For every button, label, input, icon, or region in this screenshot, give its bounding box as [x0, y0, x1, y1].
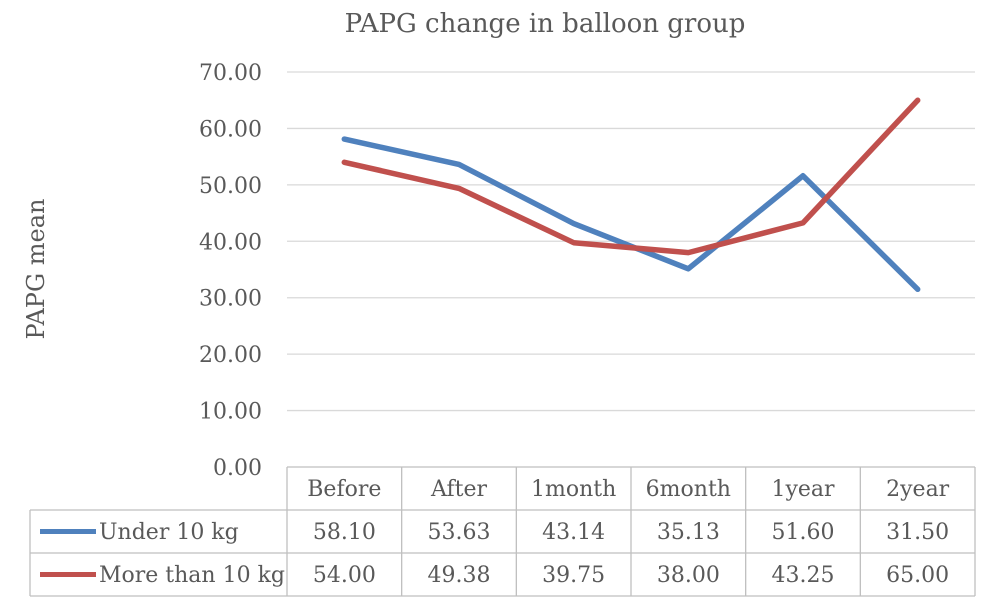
x-tick-label: 2year [886, 477, 950, 502]
data-label: 31.50 [886, 520, 949, 545]
legend-label: More than 10 kg [99, 563, 285, 588]
data-label: 39.75 [542, 563, 605, 588]
data-label: 43.25 [772, 563, 835, 588]
y-tick-label: 60.00 [199, 117, 262, 142]
y-tick-label: 50.00 [199, 174, 262, 199]
data-label: 58.10 [313, 520, 376, 545]
data-label: 51.60 [772, 520, 835, 545]
chart-title: PAPG change in balloon group [345, 9, 746, 39]
x-tick-label: 1month [531, 477, 616, 502]
data-label: 65.00 [886, 563, 949, 588]
y-axis-label: PAPG mean [22, 199, 50, 340]
legend-label: Under 10 kg [99, 520, 239, 545]
x-tick-label: 6month [646, 477, 731, 502]
data-label: 54.00 [313, 563, 376, 588]
series-line-under-10kg [341, 136, 921, 293]
series-line-more-than-10kg [341, 97, 921, 256]
y-tick-label: 10.00 [199, 400, 262, 425]
data-label: 35.13 [657, 520, 720, 545]
y-tick-label: 0.00 [213, 456, 262, 481]
data-label: 53.63 [428, 520, 491, 545]
y-tick-label: 30.00 [199, 287, 262, 312]
series-lines [341, 97, 921, 293]
x-tick-label: 1year [771, 477, 835, 502]
data-label: 43.14 [542, 520, 605, 545]
gridlines [287, 71, 975, 412]
y-tick-label: 20.00 [199, 343, 262, 368]
data-table: Before After 1month 6month 1year 2year Under 1… [29, 466, 976, 597]
y-tick-label: 40.00 [199, 230, 262, 255]
data-label: 38.00 [657, 563, 720, 588]
y-tick-label: 70.00 [199, 61, 262, 86]
x-tick-label: After [430, 477, 488, 502]
y-axis-ticks: 0.00 10.00 20.00 30.00 40.00 50.00 60.00 70.00 [199, 61, 262, 481]
x-tick-label: Before [307, 477, 381, 502]
data-label: 49.38 [428, 563, 491, 588]
